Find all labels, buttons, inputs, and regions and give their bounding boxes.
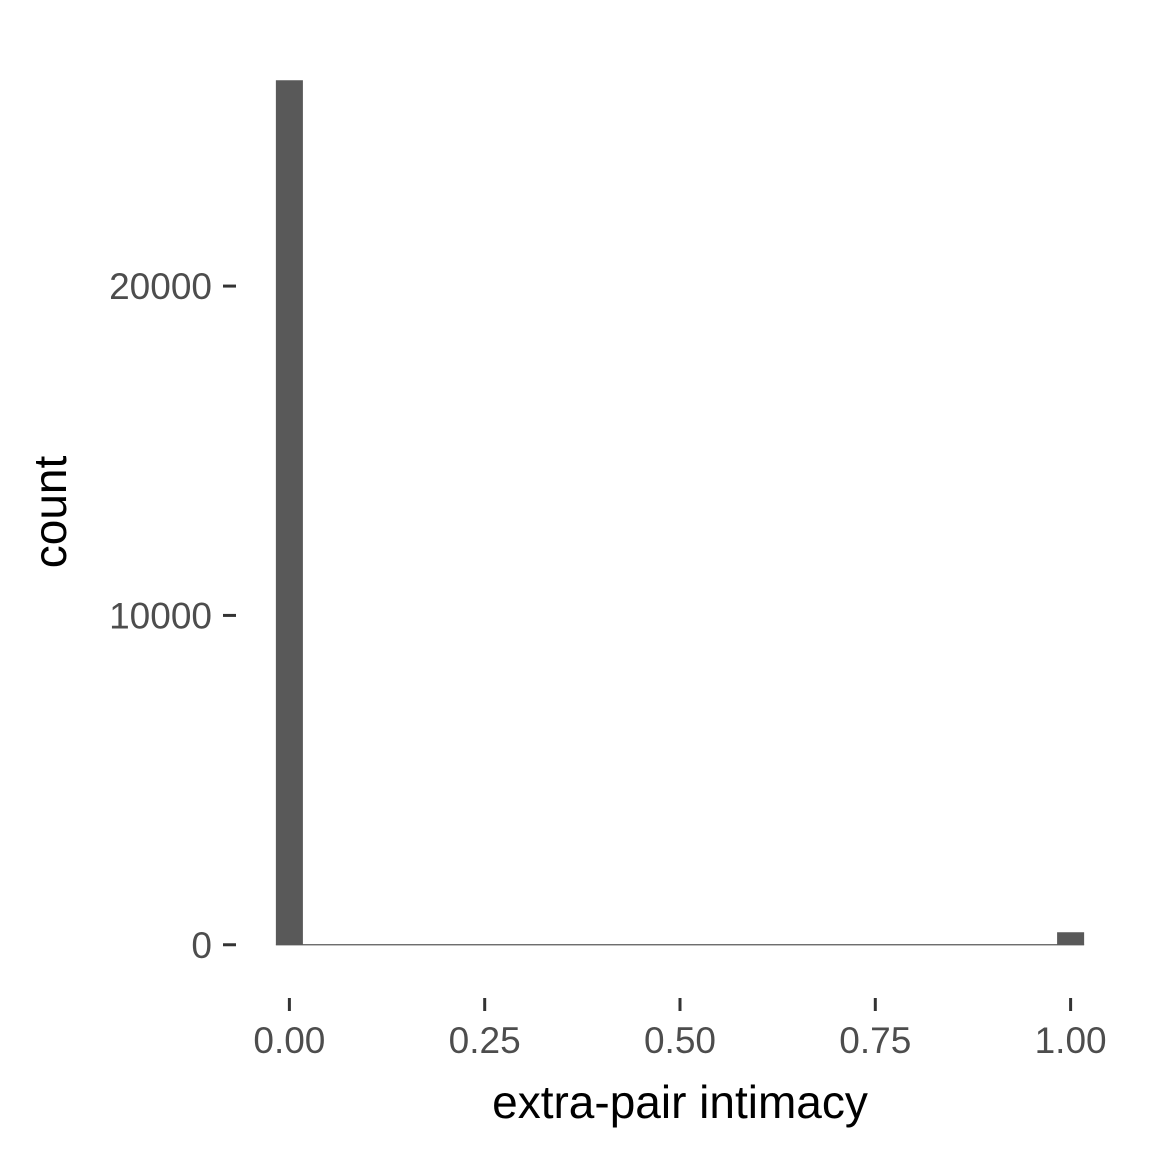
x-tick-label: 0.75 — [839, 1020, 911, 1061]
histogram-bar-0 — [275, 80, 303, 945]
bars — [275, 80, 1085, 946]
y-axis-title: count — [24, 456, 76, 569]
histogram-bar-1 — [1057, 932, 1085, 945]
x-tick-label: 0.00 — [253, 1020, 325, 1061]
x-axis: 0.00 0.25 0.50 0.75 1.00 — [253, 998, 1107, 1061]
y-axis: 0 10000 20000 — [109, 266, 236, 966]
x-tick-label: 0.25 — [449, 1020, 521, 1061]
y-tick-label: 0 — [191, 925, 212, 966]
x-tick-label: 1.00 — [1035, 1020, 1107, 1061]
x-axis-title: extra-pair intimacy — [492, 1076, 868, 1128]
y-tick-label: 20000 — [109, 266, 212, 307]
x-tick-label: 0.50 — [644, 1020, 716, 1061]
y-tick-label: 10000 — [109, 595, 212, 636]
